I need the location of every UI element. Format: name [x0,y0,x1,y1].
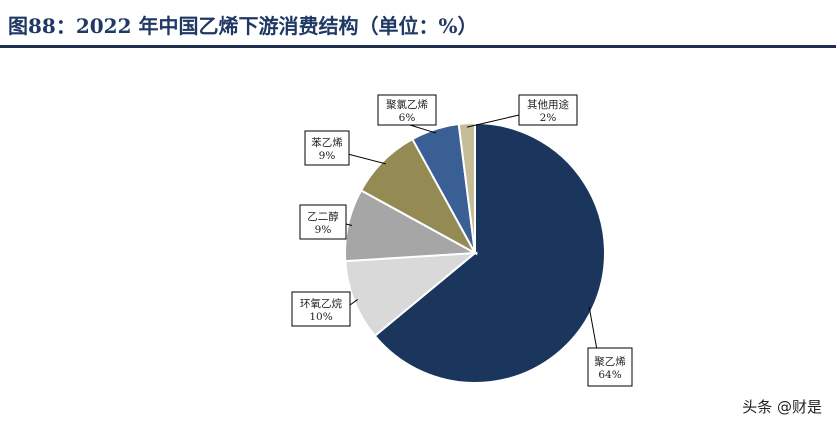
figure-title: 图88：2022 年中国乙烯下游消费结构（单位：%） [8,14,478,38]
label-box-1 [587,347,633,387]
label-box-5 [377,94,437,126]
label-box-6 [518,94,578,126]
label-box-2 [291,291,351,327]
leader-line-5 [409,124,437,134]
pie-slice-1 [373,121,606,384]
figure-header: 图88：2022 年中国乙烯下游消费结构（单位：%） [0,0,836,52]
leader-line-1 [588,306,598,351]
leader-line-6 [466,114,520,128]
slice-value-3: 9% [315,224,332,236]
pie-slice-2 [344,251,479,338]
leader-line-2 [349,299,359,306]
slice-label-5: 聚氯乙烯 [386,98,428,111]
slice-label-1: 聚乙烯 [594,355,626,368]
slice-value-5: 6% [399,112,416,124]
title-divider [0,45,836,48]
slice-value-1: 64% [598,369,621,381]
watermark: 头条 @财是 [742,398,822,416]
leader-line-3 [345,223,353,226]
slice-label-3: 乙二醇 [307,210,339,223]
slice-label-2: 环氧乙烷 [300,297,342,310]
slice-value-2: 10% [309,311,332,323]
label-box-4 [304,130,350,166]
slice-label-6: 其他用途 [527,98,569,111]
slice-value-4: 9% [319,150,336,162]
label-box-3 [299,204,347,240]
pie-slice-6 [457,121,476,254]
slice-value-6: 2% [540,112,557,124]
slice-label-4: 苯乙烯 [311,136,343,149]
